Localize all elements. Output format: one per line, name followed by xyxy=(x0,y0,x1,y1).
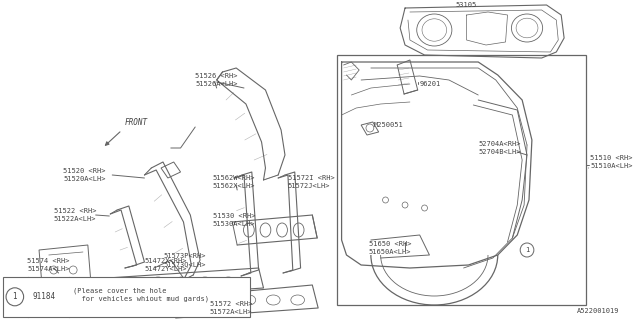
Text: 51520 <RH>
51520A<LH>: 51520 <RH> 51520A<LH> xyxy=(63,168,106,182)
Circle shape xyxy=(69,266,77,274)
Text: 1: 1 xyxy=(13,292,17,301)
Text: 51573P<RH>
51573Q<LH>: 51573P<RH> 51573Q<LH> xyxy=(164,253,207,267)
Text: A522001019: A522001019 xyxy=(577,308,620,314)
Text: (Please cover the hole
  for vehicles whiout mud gards): (Please cover the hole for vehicles whio… xyxy=(74,288,209,302)
Circle shape xyxy=(69,281,77,289)
Text: FRONT: FRONT xyxy=(125,118,148,127)
Ellipse shape xyxy=(516,18,538,38)
Text: 51526 <RH>
51526A<LH>: 51526 <RH> 51526A<LH> xyxy=(195,73,237,87)
Text: 51530 <RH>
51530A<LH>: 51530 <RH> 51530A<LH> xyxy=(212,213,255,227)
Ellipse shape xyxy=(243,223,254,237)
Circle shape xyxy=(50,281,58,289)
Ellipse shape xyxy=(198,277,212,287)
Bar xyxy=(3,277,250,317)
Ellipse shape xyxy=(175,277,188,287)
Text: 52704A<RH>
52704B<LH>: 52704A<RH> 52704B<LH> xyxy=(478,141,521,155)
Circle shape xyxy=(520,243,534,257)
Circle shape xyxy=(6,288,24,306)
Text: 51472X<RH>
51472Y<LH>: 51472X<RH> 51472Y<LH> xyxy=(145,258,187,272)
Ellipse shape xyxy=(266,295,280,305)
Text: 1: 1 xyxy=(525,247,529,253)
Ellipse shape xyxy=(511,14,543,42)
Text: 53105: 53105 xyxy=(456,2,477,8)
Text: 51574 <RH>
51574A<LH>: 51574 <RH> 51574A<LH> xyxy=(28,258,70,272)
Text: 51510 <RH>
51510A<LH>: 51510 <RH> 51510A<LH> xyxy=(591,155,633,169)
Ellipse shape xyxy=(276,223,287,237)
Ellipse shape xyxy=(151,277,165,287)
Ellipse shape xyxy=(193,295,207,305)
Ellipse shape xyxy=(291,295,305,305)
Text: 91184: 91184 xyxy=(33,292,56,301)
Text: 51562W<RH>
51562X<LH>: 51562W<RH> 51562X<LH> xyxy=(212,175,255,189)
Text: 51572I <RH>
51572J<LH>: 51572I <RH> 51572J<LH> xyxy=(288,175,335,189)
Ellipse shape xyxy=(422,19,447,41)
Bar xyxy=(337,55,586,305)
Circle shape xyxy=(383,197,388,203)
Ellipse shape xyxy=(260,223,271,237)
Text: 51572 <RH>
51572A<LH>: 51572 <RH> 51572A<LH> xyxy=(210,301,252,315)
Text: 51522 <RH>
51522A<LH>: 51522 <RH> 51522A<LH> xyxy=(54,208,96,222)
Ellipse shape xyxy=(293,223,304,237)
Text: 96201: 96201 xyxy=(420,81,441,87)
Circle shape xyxy=(422,205,428,211)
Circle shape xyxy=(50,266,58,274)
Ellipse shape xyxy=(128,277,141,287)
Ellipse shape xyxy=(218,295,231,305)
Circle shape xyxy=(402,202,408,208)
Ellipse shape xyxy=(242,295,256,305)
Circle shape xyxy=(366,124,374,132)
Text: M250051: M250051 xyxy=(374,122,404,128)
Ellipse shape xyxy=(417,14,452,46)
Ellipse shape xyxy=(221,277,236,287)
Text: 51650 <RH>
51650A<LH>: 51650 <RH> 51650A<LH> xyxy=(369,241,412,255)
